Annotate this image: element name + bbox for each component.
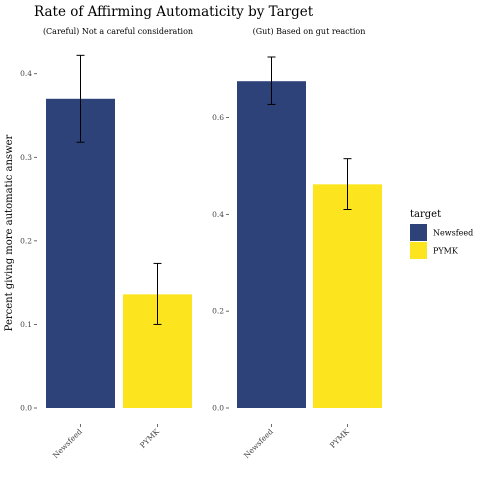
y-tick-label: 0.4 <box>212 210 224 219</box>
y-tick-label: 0.1 <box>20 320 32 329</box>
y-tick-label: 0.3 <box>20 153 32 162</box>
facet-panel-1: (Careful) Not a careful consideration 0.0… <box>20 27 193 460</box>
y-tick-label: 0.0 <box>20 404 32 413</box>
legend-label-pymk: PYMK <box>433 247 459 256</box>
x-tick-label: Newsfeed <box>51 427 84 460</box>
x-tick-label: PYMK <box>328 427 351 450</box>
bar-newsfeed <box>46 98 115 409</box>
legend: target Newsfeed PYMK <box>410 209 473 259</box>
facet-panel-2: (Gut) Based on gut reaction 0.0 0.2 0.4 0.6 N… <box>212 27 382 460</box>
error-bar <box>76 54 85 143</box>
legend-label-newsfeed: Newsfeed <box>433 229 473 238</box>
error-bar <box>153 262 162 325</box>
chart-title: Rate of Affirming Automaticity by Target <box>34 4 314 20</box>
y-tick-label: 0.2 <box>212 307 224 316</box>
facet-title: (Gut) Based on gut reaction <box>253 27 366 36</box>
bar-newsfeed <box>237 81 306 408</box>
facet-panels: (Careful) Not a careful consideration 0.0… <box>20 27 382 460</box>
y-tick-label: 0.6 <box>212 113 224 122</box>
y-tick-label: 0.0 <box>212 404 224 413</box>
error-bar <box>267 56 276 105</box>
y-tick-label: 0.4 <box>20 69 32 78</box>
x-tick-label: Newsfeed <box>242 427 275 460</box>
bar-pymk <box>313 184 382 408</box>
legend-swatch-newsfeed <box>410 224 427 241</box>
y-axis-title: Percent giving more automatic answer <box>4 134 15 331</box>
x-tick-label: PYMK <box>138 427 161 450</box>
error-bar <box>343 158 352 211</box>
facet-title: (Careful) Not a careful consideration <box>43 27 193 36</box>
legend-title: target <box>410 209 441 220</box>
legend-swatch-pymk <box>410 242 427 259</box>
y-tick-label: 0.2 <box>20 236 32 245</box>
